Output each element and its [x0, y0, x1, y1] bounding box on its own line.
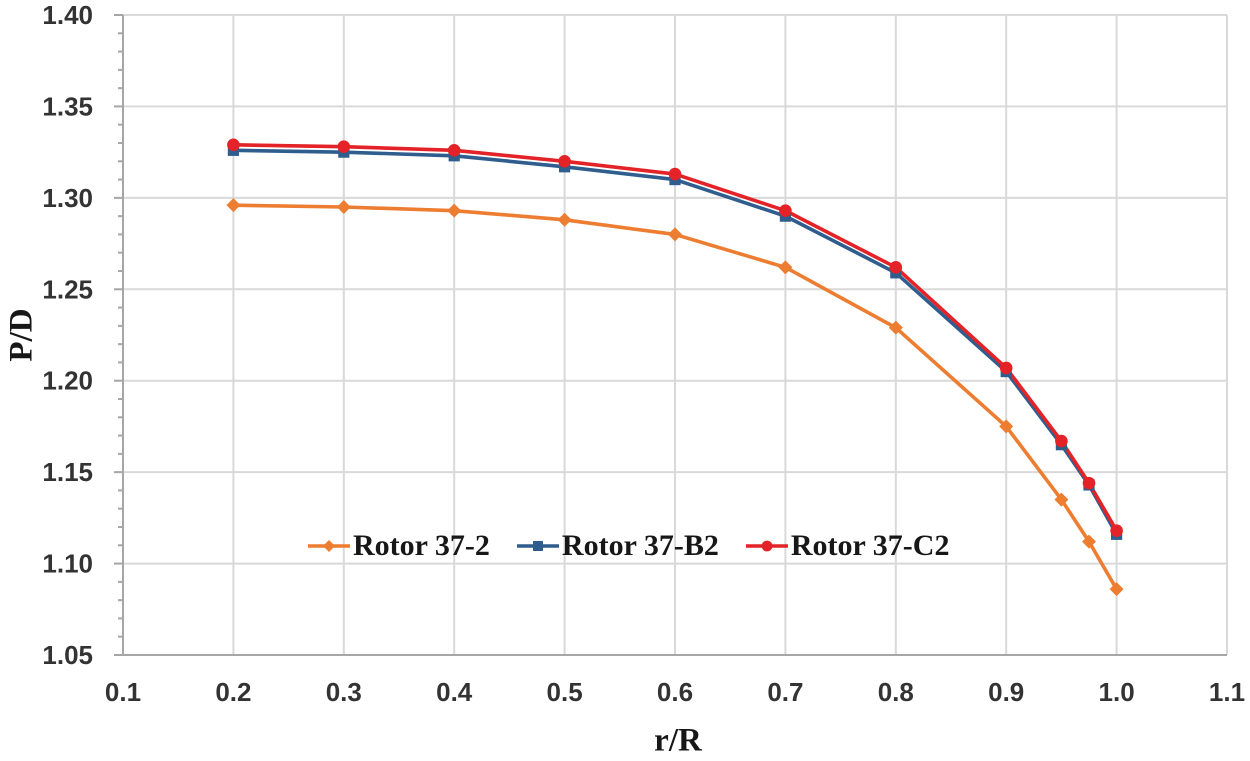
- x-tick-label: 1.0: [1099, 677, 1135, 707]
- legend-item-rotor-37-b2: Rotor 37-B2: [516, 529, 719, 563]
- marker-diamond-rotor-37-2: [1082, 534, 1096, 549]
- marker-diamond-rotor-37-2: [557, 212, 572, 227]
- marker-diamond-rotor-37-2: [336, 200, 351, 214]
- marker-diamond-rotor-37-2: [999, 419, 1014, 434]
- y-tick-label: 1.10: [42, 549, 93, 579]
- y-tick-label: 1.35: [42, 91, 93, 121]
- x-tick-label: 0.8: [878, 677, 914, 707]
- marker-circle-rotor-37-c2: [889, 261, 903, 274]
- marker-diamond-rotor-37-2: [1109, 582, 1124, 597]
- x-tick-label: 0.7: [767, 677, 803, 707]
- marker-diamond-rotor-37-2: [226, 198, 241, 213]
- marker-circle-rotor-37-c2: [227, 138, 240, 152]
- y-axis-title: P/D: [3, 308, 40, 362]
- marker-circle-rotor-37-c2: [558, 154, 571, 168]
- marker-diamond-rotor-37-2: [447, 203, 462, 218]
- legend-label: Rotor 37-2: [353, 529, 490, 562]
- legend-label: Rotor 37-C2: [790, 529, 950, 562]
- marker-circle-rotor-37-c2: [1110, 524, 1123, 537]
- marker-diamond-rotor-37-2: [888, 320, 903, 335]
- x-tick-label: 0.6: [657, 677, 693, 707]
- y-tick-label: 1.30: [42, 183, 93, 213]
- marker-circle-rotor-37-c2: [337, 140, 351, 153]
- marker-circle-rotor-37-c2: [447, 144, 461, 157]
- marker-circle-rotor-37-c2: [668, 167, 682, 181]
- x-tick-label: 0.1: [105, 677, 141, 707]
- y-tick-label: 1.15: [42, 457, 93, 487]
- y-tick-label: 1.05: [42, 640, 93, 670]
- marker-diamond-rotor-37-2: [668, 227, 682, 242]
- x-tick-label: 0.5: [547, 677, 583, 707]
- x-axis-title: r/R: [654, 722, 702, 759]
- legend-item-rotor-37-2: Rotor 37-2: [307, 529, 490, 563]
- y-tick-label: 1.20: [42, 366, 93, 396]
- marker-circle-rotor-37-c2: [779, 204, 792, 217]
- x-tick-label: 0.9: [988, 677, 1024, 707]
- legend: Rotor 37-2 Rotor 37-B2 Rotor 37-C2: [307, 527, 949, 565]
- marker-diamond-rotor-37-2: [1054, 492, 1069, 507]
- legend-label: Rotor 37-B2: [561, 529, 719, 562]
- x-tick-label: 0.2: [215, 677, 251, 707]
- y-tick-label: 1.25: [42, 274, 93, 304]
- legend-diamond-icon: [308, 540, 350, 552]
- legend-square-icon: [516, 541, 559, 551]
- legend-item-rotor-37-c2: Rotor 37-C2: [745, 529, 950, 563]
- x-tick-label: 1.1: [1209, 677, 1245, 707]
- marker-circle-rotor-37-c2: [1082, 476, 1096, 490]
- marker-circle-rotor-37-c2: [1055, 434, 1068, 448]
- marker-diamond-rotor-37-2: [778, 260, 793, 275]
- x-tick-label: 0.3: [326, 677, 362, 707]
- legend-circle-icon: [745, 540, 788, 552]
- marker-circle-rotor-37-c2: [999, 361, 1013, 375]
- x-tick-label: 0.4: [436, 677, 473, 707]
- y-tick-label: 1.40: [42, 0, 93, 30]
